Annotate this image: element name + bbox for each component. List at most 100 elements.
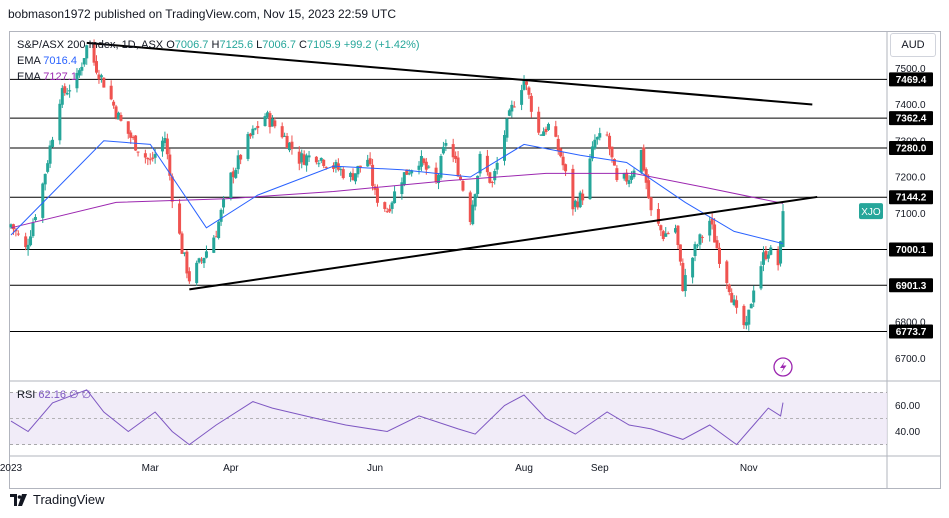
candle-body bbox=[764, 250, 768, 260]
candle-body bbox=[114, 106, 118, 118]
candle-body bbox=[151, 157, 155, 159]
candle-body bbox=[251, 128, 255, 135]
candle-body bbox=[537, 111, 541, 133]
candle-body bbox=[375, 188, 379, 203]
candle-body bbox=[713, 224, 717, 243]
tradingview-logo-icon bbox=[10, 493, 27, 506]
candle-body bbox=[593, 139, 597, 149]
level-price-label: 7362.4 bbox=[896, 114, 927, 125]
candle-body bbox=[283, 135, 287, 137]
rsi-tick-label: 60.00 bbox=[895, 401, 920, 412]
candle-body bbox=[97, 74, 101, 80]
candle-body bbox=[290, 141, 294, 149]
candle-body bbox=[405, 169, 409, 175]
candle-body bbox=[544, 128, 548, 133]
candle-body bbox=[554, 126, 558, 137]
level-price-label: 7144.2 bbox=[896, 193, 927, 204]
candle-body bbox=[461, 180, 465, 191]
open-label: O bbox=[166, 39, 175, 51]
candle-body bbox=[307, 155, 311, 158]
rsi-line bbox=[10, 389, 784, 446]
candle-body bbox=[178, 203, 182, 234]
candle-body bbox=[781, 211, 785, 248]
candle-body bbox=[331, 165, 335, 169]
candle-body bbox=[29, 236, 33, 246]
candle-body bbox=[542, 131, 546, 136]
ema-slow-label: EMA bbox=[17, 71, 41, 83]
candle-body bbox=[368, 158, 372, 165]
candle-body bbox=[649, 197, 653, 211]
high-value: 7125.6 bbox=[219, 39, 254, 51]
candle-body bbox=[759, 266, 763, 289]
candle-body bbox=[493, 171, 497, 181]
candle-body bbox=[270, 118, 274, 127]
candle-body bbox=[439, 155, 443, 178]
change-value: +99.2 (+1.42%) bbox=[343, 39, 420, 51]
candle-body bbox=[776, 250, 780, 266]
candle-body bbox=[456, 157, 460, 177]
ema-fast-label: EMA bbox=[17, 55, 41, 67]
candle-body bbox=[204, 251, 208, 258]
currency-button[interactable]: AUD bbox=[890, 33, 936, 57]
tradingview-footer[interactable]: TradingView bbox=[10, 492, 105, 507]
open-value: 7006.7 bbox=[174, 39, 209, 51]
candle-body bbox=[595, 137, 599, 140]
candle-body bbox=[185, 251, 189, 274]
candle-body bbox=[451, 144, 455, 158]
candle-body bbox=[578, 192, 582, 208]
candle-body bbox=[476, 175, 480, 195]
candle-body bbox=[77, 70, 81, 76]
candle-body bbox=[92, 43, 96, 63]
candle-body bbox=[590, 146, 594, 159]
candle-body bbox=[109, 85, 113, 100]
ema-fast-line bbox=[10, 140, 784, 245]
candle-body bbox=[165, 138, 169, 155]
candle-body bbox=[588, 158, 592, 200]
candle-body bbox=[65, 92, 69, 95]
candle-body bbox=[99, 75, 103, 78]
candle-body bbox=[666, 233, 670, 235]
level-price-tag bbox=[889, 111, 933, 126]
candle-body bbox=[143, 153, 147, 158]
ema-slow-row: EMA 7127.1 bbox=[17, 69, 420, 85]
level-price-tag bbox=[889, 278, 933, 293]
candle-body bbox=[202, 257, 206, 264]
rsi-value: 62.16 bbox=[38, 389, 66, 401]
ema-fast-value: 7016.4 bbox=[43, 55, 77, 67]
candle-body bbox=[246, 134, 250, 159]
candle-body bbox=[571, 168, 575, 210]
candle-body bbox=[385, 211, 389, 213]
rsi-label: RSI bbox=[17, 389, 36, 401]
level-price-tag bbox=[889, 242, 933, 257]
candle-body bbox=[676, 225, 680, 246]
candle-body bbox=[341, 169, 345, 179]
candle-body bbox=[524, 81, 528, 85]
candle-body bbox=[16, 233, 20, 235]
candle-body bbox=[33, 216, 37, 221]
candle-body bbox=[512, 106, 516, 108]
candle-body bbox=[390, 202, 394, 209]
candle-body bbox=[248, 133, 252, 137]
candle-body bbox=[402, 172, 406, 185]
candle-body bbox=[717, 247, 721, 264]
price-tick-label: 7500.0 bbox=[895, 64, 926, 75]
candle-body bbox=[683, 275, 687, 292]
candle-body bbox=[388, 208, 392, 212]
candle-body bbox=[82, 58, 86, 65]
candle-body bbox=[168, 154, 172, 176]
candle-body bbox=[473, 194, 477, 207]
candle-body bbox=[112, 101, 116, 106]
candle-body bbox=[610, 146, 614, 158]
close-label: C bbox=[299, 39, 307, 51]
candle-body bbox=[195, 262, 199, 284]
candle-body bbox=[31, 222, 35, 237]
candle-body bbox=[647, 180, 651, 199]
candle-body bbox=[622, 173, 626, 179]
candle-body bbox=[317, 163, 321, 165]
candle-body bbox=[529, 95, 533, 112]
candle-body bbox=[608, 135, 612, 150]
candle-body bbox=[200, 259, 204, 261]
candle-body bbox=[576, 201, 580, 208]
candle-body bbox=[427, 166, 431, 168]
